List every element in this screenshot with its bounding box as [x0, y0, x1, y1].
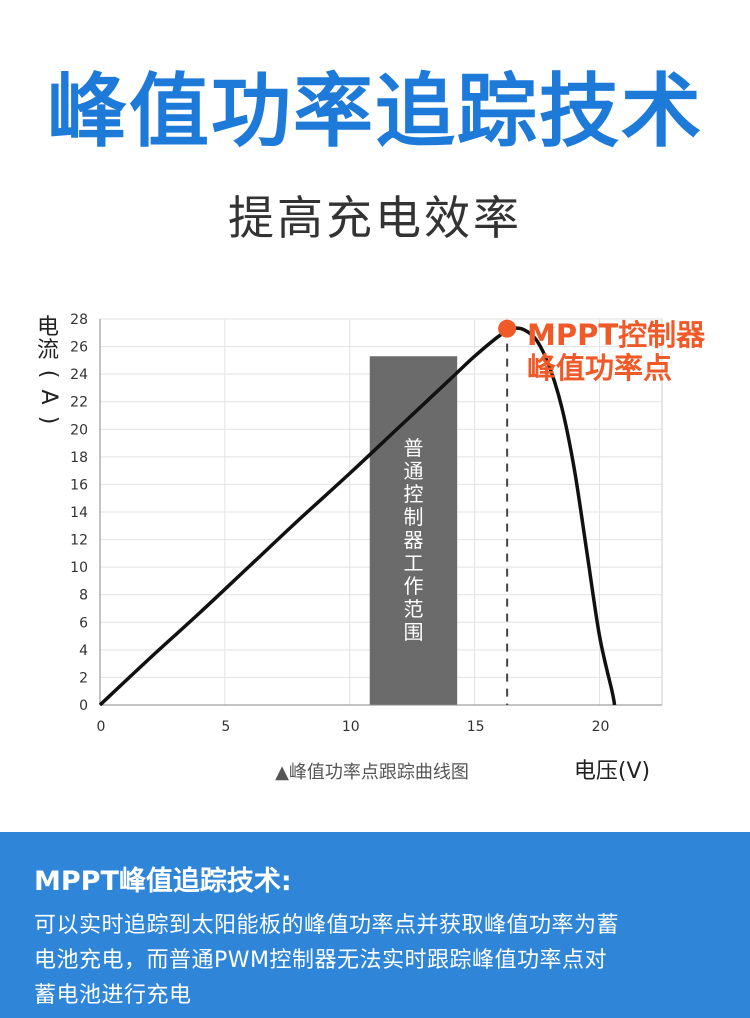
footer-line: 蓄电池进行充电	[34, 983, 192, 1008]
shaded-region-label: 普	[403, 436, 423, 460]
x-tick-label: 10	[342, 719, 360, 735]
y-tick-label: 26	[70, 340, 88, 356]
x-tick-label: 20	[592, 719, 610, 735]
peak-point-marker	[498, 319, 517, 338]
x-tick-label: 5	[221, 719, 230, 735]
shaded-region-label: 围	[403, 620, 423, 644]
shaded-region-label: 范	[403, 597, 423, 621]
y-tick-label: 28	[70, 312, 88, 328]
y-tick-label: 18	[70, 450, 88, 466]
y-axis-label: )	[36, 416, 61, 425]
page-subtitle: 提高充电效率	[228, 191, 522, 245]
peak-point-label: 峰值功率点	[527, 351, 672, 385]
footer-body: 可以实时追踪到太阳能板的峰值功率点并获取峰值功率为蓄 电池充电，而普通PWM控制…	[34, 908, 716, 1013]
footer-panel: MPPT峰值追踪技术: 可以实时追踪到太阳能板的峰值功率点并获取峰值功率为蓄 电…	[0, 832, 750, 1018]
footer-title: MPPT峰值追踪技术:	[34, 866, 292, 897]
shaded-region-label: 通	[403, 459, 423, 483]
y-tick-label: 6	[79, 615, 88, 631]
y-tick-label: 20	[70, 422, 88, 438]
x-tick-label: 0	[97, 719, 106, 735]
shaded-region-label: 制	[403, 505, 423, 529]
y-tick-label: 10	[70, 560, 88, 576]
shaded-region-label: 器	[403, 528, 423, 552]
x-tick-label: 15	[467, 719, 485, 735]
y-tick-label: 4	[79, 643, 88, 659]
footer-line: 电池充电，而普通PWM控制器无法实时跟踪峰值功率点对	[34, 948, 608, 973]
y-tick-label: 16	[70, 477, 88, 493]
y-axis-label: (	[36, 370, 61, 379]
page-title: 峰值功率追踪技术	[47, 65, 703, 158]
shaded-region-label: 控	[403, 482, 423, 506]
y-tick-label: 0	[79, 698, 88, 714]
y-tick-label: 8	[79, 588, 88, 604]
y-tick-label: 12	[70, 533, 88, 549]
y-tick-label: 14	[70, 505, 88, 521]
shaded-region-label: 作	[403, 574, 423, 598]
y-tick-label: 24	[70, 367, 88, 383]
y-axis-label: 流	[37, 338, 59, 363]
footer-line: 可以实时追踪到太阳能板的峰值功率点并获取峰值功率为蓄	[34, 913, 620, 938]
y-axis-label: 电	[37, 315, 59, 340]
y-tick-label: 22	[70, 395, 88, 411]
y-tick-label: 2	[79, 670, 88, 686]
x-axis-label: 电压(V)	[574, 759, 650, 784]
peak-point-label: MPPT控制器	[527, 318, 706, 352]
chart-caption: ▲峰值功率点跟踪曲线图	[275, 762, 469, 783]
shaded-region-label: 工	[403, 551, 423, 575]
y-axis-label: A	[36, 389, 61, 404]
